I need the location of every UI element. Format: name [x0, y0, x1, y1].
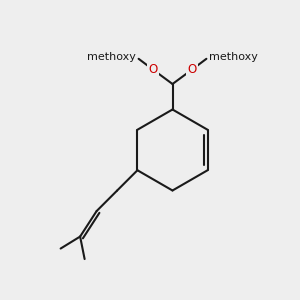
Text: O: O — [188, 63, 196, 76]
Text: methoxy: methoxy — [209, 52, 258, 62]
Text: O: O — [148, 63, 158, 76]
Text: methoxy: methoxy — [87, 52, 136, 62]
